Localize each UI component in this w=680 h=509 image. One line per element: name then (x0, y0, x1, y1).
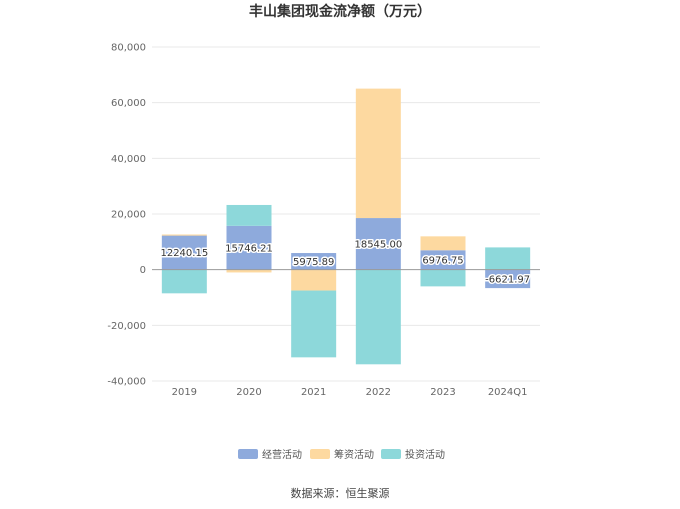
bar-经营活动-2020 (226, 225, 272, 270)
data-label-halo: 5975.89 (293, 257, 334, 268)
legend-label: 筹资活动 (334, 448, 374, 461)
bar-投资活动-2023 (420, 269, 466, 287)
y-tick-label: 80,000 (111, 43, 146, 54)
x-tick-label: 2024Q1 (488, 387, 528, 398)
y-tick-label: 60,000 (111, 98, 146, 109)
x-tick-label: 2023 (430, 387, 455, 398)
chart-title: 丰山集团现金流净额（万元） (249, 3, 431, 20)
data-label-halo: 15746.21 (225, 243, 273, 254)
y-tick-label: 40,000 (111, 154, 146, 165)
legend-item-投资活动[interactable]: 投资活动 (381, 448, 445, 461)
gridlines (152, 46, 540, 382)
bar-经营活动-2021 (291, 253, 337, 270)
legend: 经营活动 筹资活动 投资活动 (238, 448, 445, 461)
bar-投资活动-2021 (291, 290, 337, 358)
data-label: 18545.00 (354, 239, 402, 250)
legend-swatch (310, 449, 330, 459)
bar-投资活动-2019 (161, 269, 207, 294)
y-tick-label: -40,000 (107, 377, 146, 388)
data-label-halo: 6976.75 (422, 255, 463, 266)
x-tick-label: 2019 (172, 387, 197, 398)
bar-筹资活动-2022 (355, 88, 401, 219)
data-label: 5975.89 (293, 257, 334, 268)
bar-筹资活动-2023 (420, 236, 466, 251)
data-label-halo: -6621.97 (485, 274, 530, 285)
y-tick-label: -20,000 (107, 321, 146, 332)
bar-投资活动-2022 (355, 269, 401, 365)
data-label-halo: 12240.15 (160, 248, 208, 259)
bar-投资活动-2020 (226, 204, 272, 226)
x-tick-label: 2022 (366, 387, 391, 398)
data-label-halo: 18545.00 (354, 239, 402, 250)
bar-经营活动-2024Q1 (485, 269, 531, 289)
data-label: 15746.21 (225, 243, 273, 254)
legend-label: 投资活动 (405, 448, 445, 461)
data-label: 12240.15 (160, 248, 208, 259)
legend-item-筹资活动[interactable]: 筹资活动 (310, 448, 374, 461)
legend-swatch (381, 449, 401, 459)
y-tick-label: 0 (140, 265, 146, 276)
x-axis-ticks: 2019 2020 2021 2022 2023 2024Q1 (172, 387, 528, 398)
bar-经营活动-2023 (420, 250, 466, 270)
bar-筹资活动-2020 (226, 269, 272, 273)
legend-swatch (238, 449, 258, 459)
bar-筹资活动-2021 (291, 269, 337, 291)
data-label: -6621.97 (485, 274, 530, 285)
source-note: 数据来源：恒生聚源 (291, 486, 390, 500)
bars (161, 88, 531, 365)
bar-经营活动-2022 (355, 218, 401, 270)
legend-item-经营活动[interactable]: 经营活动 (238, 448, 302, 461)
x-tick-label: 2021 (301, 387, 326, 398)
y-tick-label: 20,000 (111, 210, 146, 221)
legend-label: 经营活动 (262, 448, 302, 461)
bar-投资活动-2024Q1 (485, 247, 531, 270)
y-axis-ticks: 80,000 60,000 40,000 20,000 0 -20,000 -40,000 (107, 43, 146, 388)
bar-筹资活动-2019 (161, 234, 207, 236)
data-label: 6976.75 (422, 255, 463, 266)
x-tick-label: 2020 (236, 387, 261, 398)
bar-经营活动-2019 (161, 235, 207, 270)
